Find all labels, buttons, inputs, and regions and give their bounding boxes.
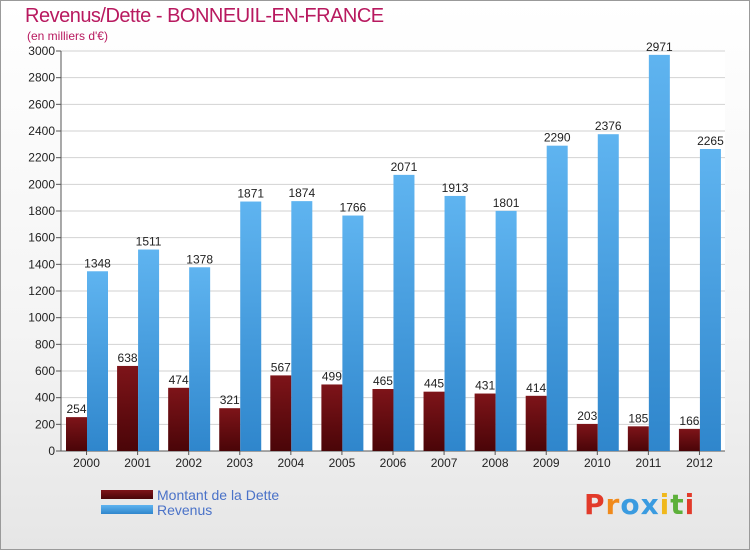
- data-label-revenus: 2071: [391, 160, 418, 174]
- data-label-dette: 254: [66, 402, 86, 416]
- y-tick-label: 800: [35, 337, 55, 351]
- data-label-revenus: 1801: [493, 196, 520, 210]
- legend-swatch-dette: [101, 490, 153, 499]
- bar-revenus: [138, 249, 160, 451]
- chart-title: Revenus/Dette - BONNEUIL-EN-FRANCE: [25, 5, 384, 27]
- logo-letter: t: [670, 488, 685, 521]
- bar-revenus: [393, 174, 415, 451]
- bar-dette: [678, 428, 700, 451]
- x-tick-label: 2011: [635, 456, 661, 470]
- y-tick-label: 1600: [28, 231, 55, 245]
- data-label-revenus: 2971: [646, 40, 673, 54]
- data-label-dette: 638: [118, 351, 138, 365]
- y-tick-label: 3000: [28, 44, 55, 58]
- chart-subtitle: (en milliers d'€): [27, 29, 108, 43]
- logo-letter: x: [640, 488, 660, 521]
- logo-letter: o: [620, 488, 641, 521]
- bar-dette: [321, 384, 343, 451]
- x-tick-label: 2004: [277, 456, 304, 470]
- data-label-dette: 414: [526, 381, 546, 395]
- x-tick-label: 2002: [175, 456, 202, 470]
- y-tick-label: 2200: [28, 151, 55, 165]
- bar-revenus: [87, 271, 108, 451]
- legend-label-revenus: Revenus: [157, 502, 213, 518]
- x-tick-label: 2007: [431, 456, 458, 470]
- bar-dette: [168, 387, 190, 451]
- bar-dette: [219, 408, 241, 451]
- y-tick-label: 0: [48, 444, 55, 458]
- y-tick-label: 2800: [28, 71, 55, 85]
- bar-dette: [270, 375, 292, 451]
- x-tick-label: 2010: [584, 456, 611, 470]
- legend-swatch-revenus: [101, 505, 153, 514]
- x-tick-label: 2012: [686, 456, 713, 470]
- bar-revenus: [546, 145, 568, 451]
- bar-dette: [66, 417, 87, 451]
- bar-dette: [627, 426, 649, 451]
- logo-letter: r: [605, 488, 621, 521]
- y-tick-label: 2600: [28, 97, 55, 111]
- data-label-dette: 321: [220, 393, 240, 407]
- bar-dette: [474, 393, 496, 451]
- legend-label-dette: Montant de la Dette: [157, 487, 280, 503]
- bar-revenus: [597, 134, 619, 451]
- bar-revenus: [240, 201, 262, 451]
- x-tick-label: 2008: [482, 456, 509, 470]
- x-tick-label: 2005: [329, 456, 356, 470]
- bar-dette: [372, 389, 394, 451]
- x-tick-label: 2009: [533, 456, 560, 470]
- bar-revenus: [699, 149, 721, 451]
- bar-revenus: [342, 215, 364, 451]
- data-label-dette: 499: [322, 369, 342, 383]
- proxiti-logo: Proxiti: [584, 488, 695, 521]
- bar-revenus: [495, 210, 517, 451]
- y-tick-label: 2000: [28, 177, 55, 191]
- bar-dette: [576, 423, 598, 451]
- logo-letter: i: [659, 488, 671, 521]
- data-label-revenus: 1913: [442, 181, 469, 195]
- bar-revenus: [291, 201, 313, 451]
- data-label-revenus: 2290: [544, 131, 571, 145]
- bar-dette: [423, 391, 445, 451]
- bar-dette: [117, 365, 139, 451]
- y-tick-label: 1000: [28, 311, 55, 325]
- data-label-dette: 185: [628, 411, 648, 425]
- data-label-revenus: 1511: [136, 235, 162, 249]
- data-label-dette: 203: [577, 409, 597, 423]
- data-label-revenus: 1348: [84, 256, 111, 270]
- logo-letter: i: [684, 488, 696, 521]
- data-label-dette: 567: [271, 360, 291, 374]
- bar-dette: [525, 395, 547, 451]
- data-label-revenus: 1378: [186, 252, 213, 266]
- data-label-dette: 474: [169, 373, 189, 387]
- data-label-revenus: 1874: [288, 186, 315, 200]
- data-label-dette: 465: [373, 374, 393, 388]
- x-tick-label: 2006: [380, 456, 407, 470]
- data-label-dette: 431: [475, 379, 495, 393]
- x-tick-label: 2000: [73, 456, 100, 470]
- bar-revenus: [648, 54, 670, 451]
- y-tick-label: 1200: [28, 284, 55, 298]
- data-label-dette: 166: [679, 414, 699, 428]
- y-tick-label: 1400: [28, 257, 55, 271]
- x-tick-label: 2003: [226, 456, 253, 470]
- data-label-revenus: 1871: [237, 187, 264, 201]
- y-tick-label: 200: [35, 417, 55, 431]
- logo-letter: P: [584, 488, 606, 521]
- y-tick-label: 2400: [28, 124, 55, 138]
- y-tick-label: 1800: [28, 204, 55, 218]
- bar-revenus: [189, 267, 211, 451]
- y-tick-label: 400: [35, 391, 55, 405]
- x-tick-label: 2001: [124, 456, 151, 470]
- data-label-revenus: 2376: [595, 119, 622, 133]
- bar-revenus: [444, 195, 466, 451]
- data-label-revenus: 1766: [340, 201, 367, 215]
- data-label-dette: 445: [424, 377, 444, 391]
- y-tick-label: 600: [35, 364, 55, 378]
- data-label-revenus: 2265: [697, 134, 724, 148]
